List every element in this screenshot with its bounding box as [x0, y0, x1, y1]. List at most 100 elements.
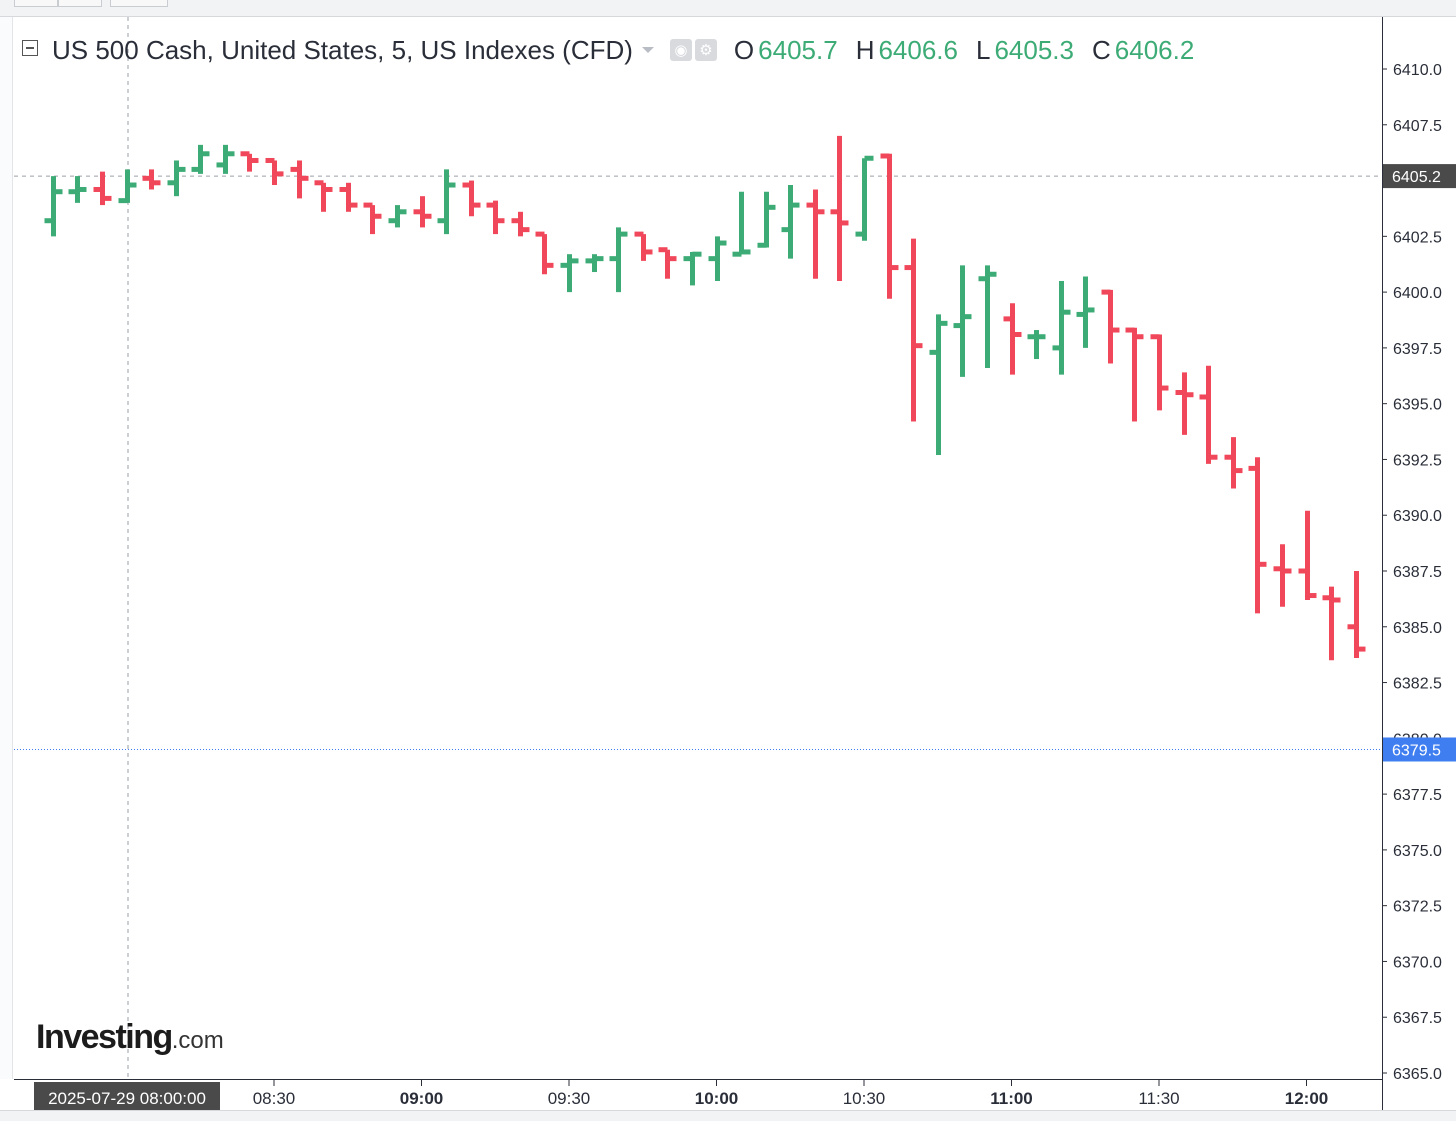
ohlc-bar — [732, 191, 751, 257]
price-tick-label: 6390.0 — [1393, 508, 1442, 525]
time-tick-label: 11:30 — [1138, 1089, 1179, 1108]
crosshair-price-tag: 6405.2 — [1383, 164, 1456, 189]
time-tick-label: 10:00 — [695, 1089, 738, 1108]
chart-legend: US 500 Cash, United States, 5, US Indexe… — [22, 32, 1194, 68]
top-toolbar — [0, 0, 1456, 17]
ohlc-bar — [216, 144, 235, 174]
ohlc-bar — [68, 176, 87, 203]
open-label: O — [733, 34, 755, 65]
logo-brand: Investing — [36, 1018, 173, 1056]
eye-icon[interactable]: ◉ — [669, 39, 692, 61]
ohlc-bar — [339, 182, 358, 212]
ohlc-bar — [978, 265, 997, 368]
ohlc-bar — [1347, 571, 1366, 659]
price-tick-label: 6400.0 — [1393, 285, 1442, 302]
ohlc-bar — [1150, 334, 1169, 411]
time-tick-label: 12:00 — [1285, 1089, 1328, 1108]
ohlc-bar — [1224, 437, 1243, 489]
ohlc-bars — [44, 135, 1366, 661]
ohlc-bar — [314, 180, 333, 212]
crosshair-time-tag-box — [34, 1082, 220, 1110]
ohlc-bar — [1052, 280, 1071, 375]
ohlc-bar — [363, 202, 382, 235]
toolbar-tab[interactable] — [110, 0, 168, 7]
ohlc-bar — [953, 265, 972, 377]
ohlc-bar — [1273, 544, 1292, 607]
logo-tld: .com — [171, 1027, 224, 1054]
ohlc-bar — [1248, 457, 1267, 614]
time-axis[interactable]: 08:30 09:00 09:30 10:00 10:30 11:00 11:30 12:00 — [253, 1080, 1329, 1108]
ohlc-bar — [191, 144, 210, 174]
ohlc-bar — [880, 153, 899, 299]
price-tick-label: 6382.5 — [1393, 676, 1442, 693]
time-tick-label: 09:00 — [400, 1089, 443, 1108]
high-value: 6406.6 — [878, 34, 958, 65]
ohlc-bar — [830, 135, 849, 281]
ohlc-bar — [1125, 327, 1144, 422]
symbol-title[interactable]: US 500 Cash, United States, 5, US Indexe… — [52, 34, 633, 65]
ohlc-bar — [388, 205, 407, 228]
price-tick-label: 6395.0 — [1393, 397, 1442, 414]
last-price-tag: 6379.5 — [1383, 737, 1456, 762]
crosshair-price-tag-text: 6405.2 — [1392, 169, 1441, 186]
price-tick-label: 6402.5 — [1393, 229, 1442, 246]
ohlc-bar — [609, 227, 628, 293]
price-tick-label: 6385.0 — [1393, 620, 1442, 637]
collapse-icon[interactable] — [22, 40, 38, 56]
price-tick-label: 6407.5 — [1393, 118, 1442, 135]
ohlc-bar — [806, 189, 825, 279]
ohlc-bar — [1175, 372, 1194, 435]
price-tick-label: 6410.0 — [1393, 62, 1442, 79]
last-price-tag-text: 6379.5 — [1392, 742, 1441, 759]
ohlc-bar — [904, 238, 923, 422]
ohlc-bar — [93, 171, 112, 206]
ohlc-bar — [462, 180, 481, 217]
ohlc-bar — [1322, 586, 1341, 661]
price-tick-label: 6365.0 — [1393, 1066, 1442, 1083]
ohlc-bar — [683, 251, 702, 286]
ohlc-bar — [560, 254, 579, 293]
price-axis[interactable]: 6410.06407.56405.06402.56400.06397.56395… — [1382, 62, 1442, 1083]
price-tick-label: 6367.5 — [1393, 1010, 1442, 1027]
ohlc-bar — [142, 169, 161, 190]
crosshair-price-tag-box — [1383, 164, 1456, 189]
left-panel-edge — [0, 17, 13, 1079]
price-tick-label: 6372.5 — [1393, 899, 1442, 916]
low-label: L — [976, 34, 991, 65]
investing-logo: Investing.com — [36, 1018, 224, 1057]
ohlc-bar — [855, 155, 874, 241]
crosshair-time-tag-text: 2025-07-29 08:00:00 — [48, 1089, 206, 1108]
time-tick-label: 11:00 — [990, 1089, 1033, 1108]
ohlc-bar — [1003, 303, 1022, 375]
price-tick-label: 6377.5 — [1393, 787, 1442, 804]
toolbar-tab[interactable] — [58, 0, 102, 7]
bottom-scrollbar[interactable] — [0, 1110, 1456, 1121]
ohlc-bar — [757, 191, 776, 248]
gear-icon[interactable]: ⚙ — [694, 39, 717, 61]
ohlc-bar — [486, 200, 505, 235]
ohlc-bar — [240, 151, 259, 172]
price-tick-label: 6387.5 — [1393, 564, 1442, 581]
price-tick-label: 6397.5 — [1393, 341, 1442, 358]
ohlc-bar — [658, 247, 677, 279]
ohlc-bar — [781, 185, 800, 259]
time-tick-label: 09:30 — [548, 1089, 591, 1108]
ohlc-bar — [511, 211, 530, 237]
low-value: 6405.3 — [994, 34, 1074, 65]
ohlc-bar — [585, 254, 604, 273]
ohlc-bar — [535, 231, 554, 275]
time-tick-label: 10:30 — [843, 1089, 886, 1108]
ohlc-bar — [1101, 289, 1120, 364]
ohlc-bar — [1298, 510, 1317, 601]
ohlc-bar — [929, 314, 948, 455]
price-tick-label: 6392.5 — [1393, 452, 1442, 469]
ohlc-bar — [1199, 365, 1218, 464]
ohlc-bar — [413, 196, 432, 228]
toolbar-tab[interactable] — [14, 0, 58, 7]
ohlc-bar — [437, 169, 456, 235]
last-price-tag-box — [1383, 737, 1456, 762]
dropdown-icon[interactable] — [641, 47, 654, 53]
ohlc-bar — [1027, 330, 1046, 360]
high-label: H — [855, 34, 875, 65]
